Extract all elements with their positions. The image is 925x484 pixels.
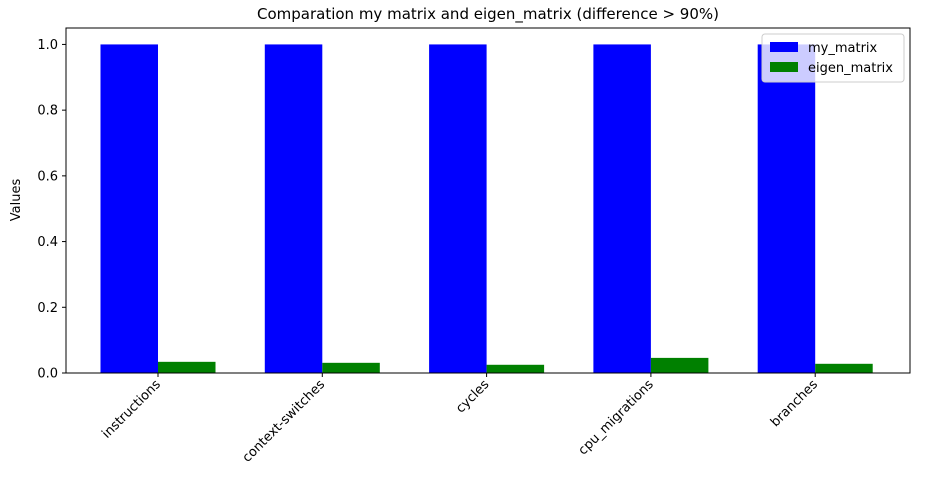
- y-tick-label: 0.8: [37, 104, 58, 119]
- y-tick-label: 0.4: [37, 235, 58, 250]
- bar: [486, 364, 545, 373]
- bar: [429, 44, 487, 374]
- legend-swatch: [770, 62, 798, 72]
- x-tick-label: instructions: [99, 377, 164, 442]
- y-axis-label: Values: [9, 179, 24, 222]
- x-tick-label: cycles: [453, 377, 492, 416]
- bar: [158, 361, 216, 373]
- bar: [322, 362, 380, 373]
- y-tick-label: 0.6: [37, 169, 58, 184]
- legend-label: eigen_matrix: [808, 61, 893, 76]
- x-tick-label: branches: [768, 377, 821, 430]
- x-tick-label: context-switches: [240, 377, 329, 466]
- x-tick-label: cpu_migrations: [576, 377, 657, 458]
- legend-swatch: [770, 42, 798, 52]
- bar: [100, 44, 158, 374]
- chart-title: Comparation my matrix and eigen_matrix (…: [257, 5, 719, 24]
- y-tick-label: 0.0: [37, 367, 58, 382]
- y-tick-label: 1.0: [37, 38, 58, 53]
- bar: [593, 44, 651, 374]
- bar: [757, 44, 816, 374]
- bar: [815, 363, 873, 373]
- bar: [650, 357, 709, 373]
- bar: [264, 44, 323, 374]
- legend-label: my_matrix: [808, 41, 878, 56]
- y-tick-label: 0.2: [37, 301, 58, 316]
- legend: my_matrix eigen_matrix: [761, 33, 905, 83]
- plot-frame: [65, 27, 911, 374]
